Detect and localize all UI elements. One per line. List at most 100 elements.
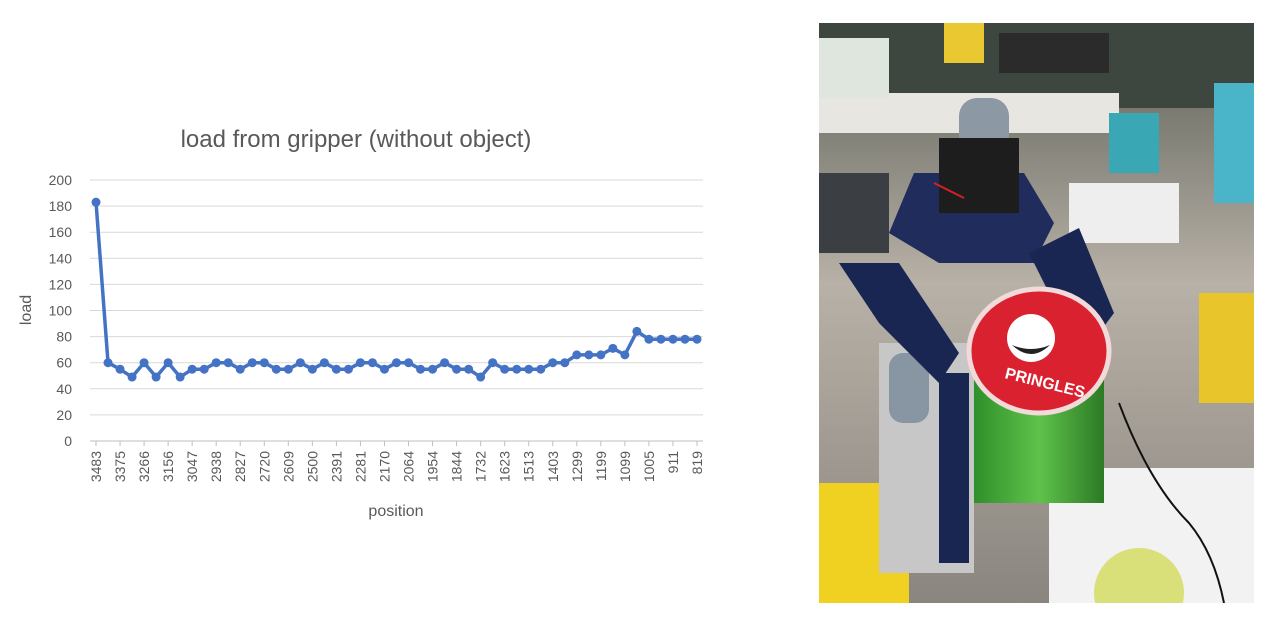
data-point — [139, 358, 149, 368]
data-point — [115, 364, 125, 374]
x-tick-label: 1513 — [521, 451, 537, 482]
gripper-link-left — [939, 373, 969, 563]
line-chart: load from gripper (without object) 0 20 40… — [18, 126, 705, 520]
data-point — [644, 334, 654, 344]
x-tick-label: 1005 — [641, 451, 657, 482]
lid-rim — [966, 286, 1112, 416]
pringles-mustache — [1012, 345, 1050, 354]
teal-cloth — [1109, 113, 1159, 173]
data-point — [223, 358, 233, 368]
x-tick-label: 1844 — [449, 451, 465, 482]
data-point — [632, 326, 642, 336]
green-container — [1094, 548, 1184, 603]
data-point — [404, 358, 414, 368]
dark-item — [999, 33, 1109, 73]
data-point — [452, 364, 462, 374]
chart-title: load from gripper (without object) — [181, 126, 532, 153]
x-tick-label: 911 — [665, 451, 681, 474]
data-point — [608, 343, 618, 353]
data-point — [668, 334, 678, 344]
data-point — [692, 334, 702, 344]
data-point — [488, 358, 498, 368]
x-tick-label: 1732 — [473, 451, 489, 482]
y-tick-label: 120 — [49, 276, 73, 292]
y-tick-labels: 0 20 40 60 80 100 120 140 160 180 200 — [49, 172, 73, 449]
data-point — [319, 358, 329, 368]
y-tick-label: 140 — [49, 250, 73, 266]
data-point — [163, 358, 173, 368]
data-point — [440, 358, 450, 368]
x-tick-labels: 3483 3375 3266 3156 3047 2938 2827 2720 2609 2500… — [88, 441, 705, 482]
yellow-chair — [1199, 293, 1254, 403]
data-point — [331, 364, 341, 374]
data-point — [247, 358, 257, 368]
data-point — [524, 364, 534, 374]
y-tick-label: 160 — [49, 224, 73, 240]
yellow-item — [944, 23, 984, 63]
x-tick-label: 3047 — [184, 451, 200, 482]
data-point — [620, 350, 630, 360]
x-axis-label: position — [368, 503, 423, 520]
x-tick-label: 3156 — [160, 451, 176, 482]
x-tick-label: 2720 — [256, 451, 272, 482]
x-tick-label: 2827 — [232, 451, 248, 482]
data-point — [295, 358, 305, 368]
data-point — [175, 372, 185, 382]
data-point — [416, 364, 426, 374]
data-point — [680, 334, 690, 344]
x-tick-label: 819 — [689, 451, 705, 475]
y-tick-label: 40 — [56, 381, 72, 397]
data-point — [584, 350, 594, 360]
x-tick-label: 2609 — [280, 451, 296, 482]
data-point — [560, 358, 570, 368]
y-tick-label: 80 — [56, 329, 72, 345]
y-axis-label: load — [18, 295, 35, 325]
data-point — [428, 364, 438, 374]
x-tick-label: 2064 — [401, 451, 417, 482]
x-tick-label: 3266 — [136, 451, 152, 482]
cable — [1118, 402, 1225, 603]
gripper-finger-right — [1029, 228, 1114, 333]
data-point — [355, 358, 365, 368]
x-tick-label: 2170 — [376, 451, 392, 482]
x-tick-label: 1403 — [545, 451, 561, 482]
y-tick-label: 200 — [49, 172, 73, 188]
gripper-finger-left — [839, 263, 959, 383]
x-tick-label: 1299 — [569, 451, 585, 482]
x-tick-label: 1199 — [593, 451, 609, 481]
dark-bin — [819, 173, 889, 253]
x-tick-label: 2391 — [328, 451, 344, 482]
data-point — [271, 364, 281, 374]
data-point — [476, 372, 486, 382]
data-point — [512, 364, 522, 374]
x-tick-label: 1623 — [497, 451, 513, 482]
servo-wire — [933, 182, 965, 199]
data-point — [536, 364, 546, 374]
data-point — [367, 358, 377, 368]
data-point — [343, 364, 353, 374]
data-point — [392, 358, 401, 368]
data-point — [91, 197, 101, 207]
data-point — [235, 364, 245, 374]
x-tick-label: 3375 — [112, 451, 128, 482]
data-point — [103, 358, 113, 368]
gripper-photo: PRINGLES — [819, 23, 1254, 603]
x-tick-label: 2281 — [352, 451, 368, 482]
data-point — [464, 364, 474, 374]
series-layer — [91, 197, 702, 382]
data-point — [500, 364, 510, 374]
grid-lines — [90, 179, 703, 416]
pringles-face — [1007, 314, 1055, 362]
blue-chair — [1214, 83, 1254, 203]
data-point — [656, 334, 666, 344]
data-point — [199, 364, 209, 374]
data-point — [572, 350, 582, 360]
x-tick-label: 3483 — [88, 451, 104, 482]
series-line — [94, 202, 697, 379]
data-point — [283, 364, 293, 374]
y-tick-label: 20 — [56, 407, 72, 423]
data-point — [307, 364, 317, 374]
y-tick-label: 0 — [64, 433, 72, 449]
white-panel — [1069, 183, 1179, 243]
robot-base — [889, 353, 929, 423]
